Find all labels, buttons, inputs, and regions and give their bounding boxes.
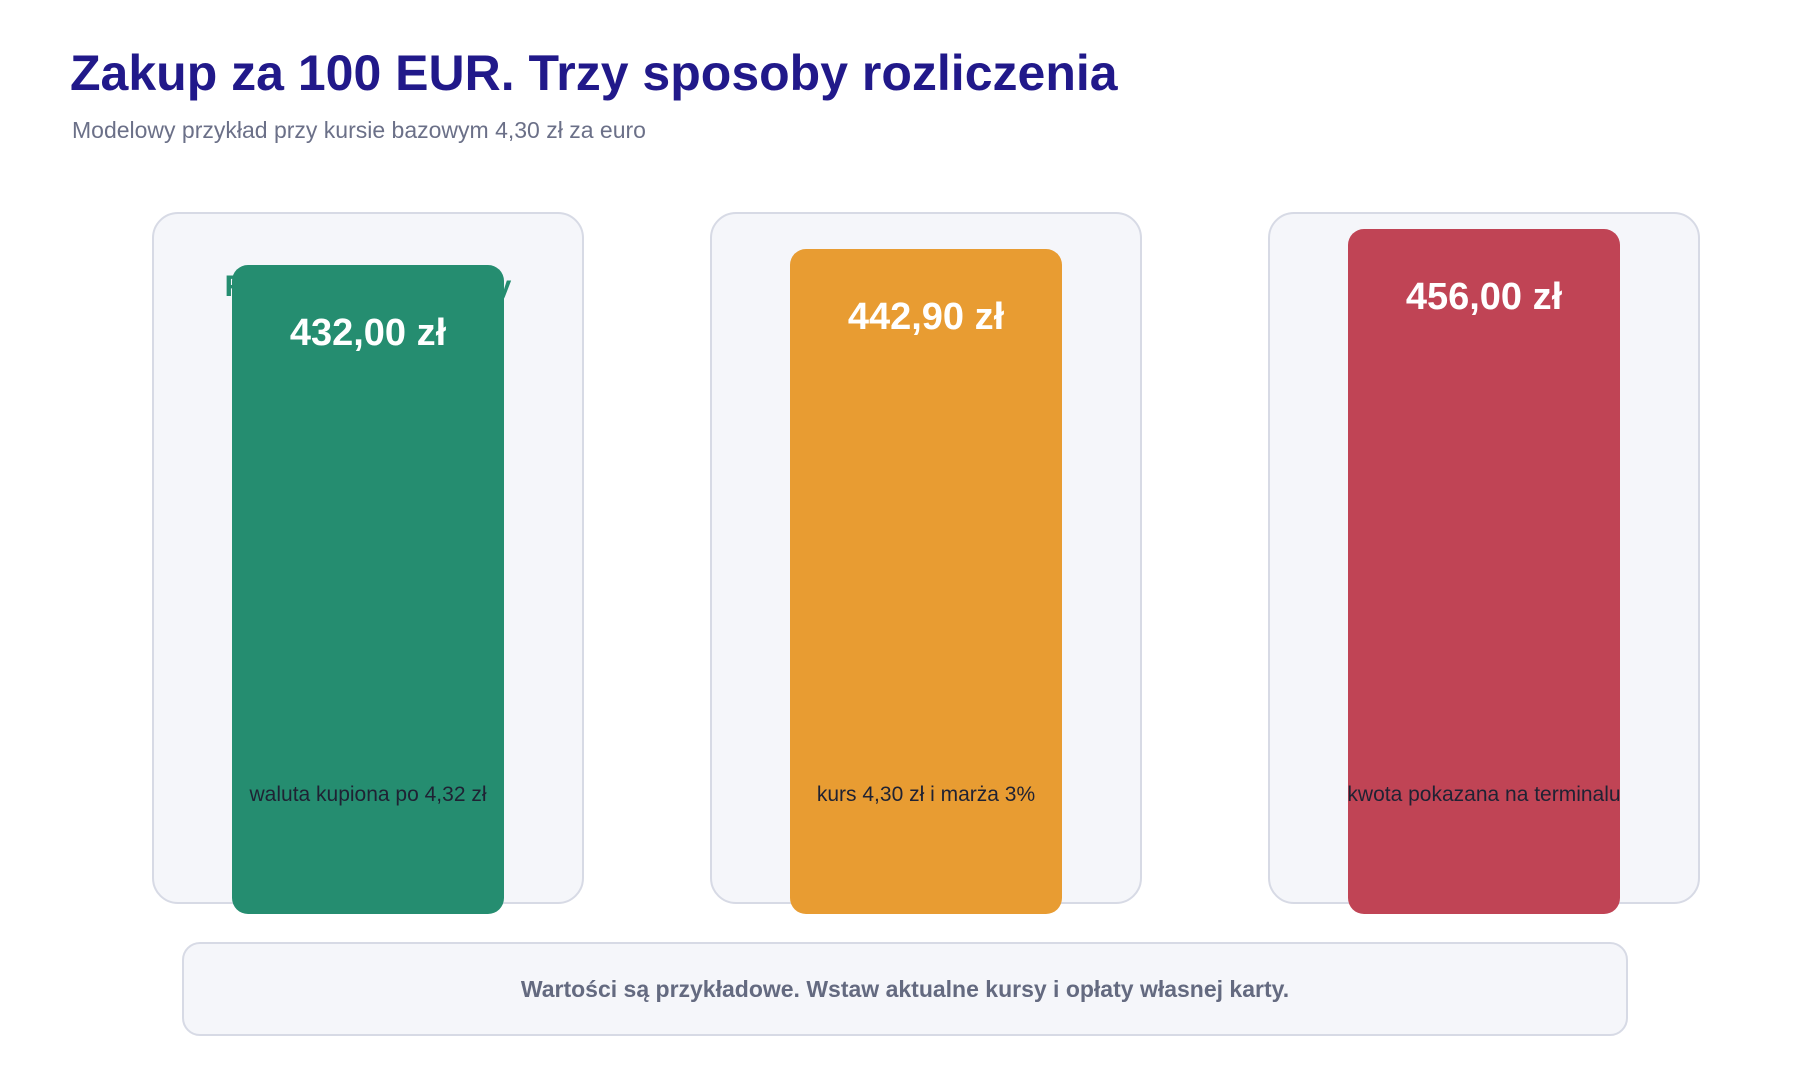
bar-note-karta-z-marza: kurs 4,30 zł i marża 3%	[816, 783, 1036, 806]
chart-subtitle: Modelowy przykład przy kursie bazowym 4,…	[72, 117, 646, 143]
data-label-rachunek-walutowy: 432,00 zł	[289, 312, 447, 354]
bar-karta-z-marza	[790, 249, 1062, 914]
footer-note-box: Wartości są przykładowe. Wstaw aktualne …	[182, 942, 1628, 1036]
bar-rachunek-walutowy	[232, 265, 504, 914]
data-label-dcc: 456,00 zł	[1405, 276, 1563, 318]
bar-note-rachunek-walutowy: waluta kupiona po 4,32 zł	[249, 783, 487, 806]
bar-dcc	[1348, 229, 1620, 914]
bar-note-dcc: kwota pokazana na terminalu	[1347, 783, 1621, 806]
chart-title: Zakup za 100 EUR. Trzy sposoby rozliczen…	[70, 45, 1118, 101]
data-label-karta-z-marza: 442,90 zł	[847, 296, 1005, 338]
footer-note: Wartości są przykładowe. Wstaw aktualne …	[520, 975, 1290, 1002]
